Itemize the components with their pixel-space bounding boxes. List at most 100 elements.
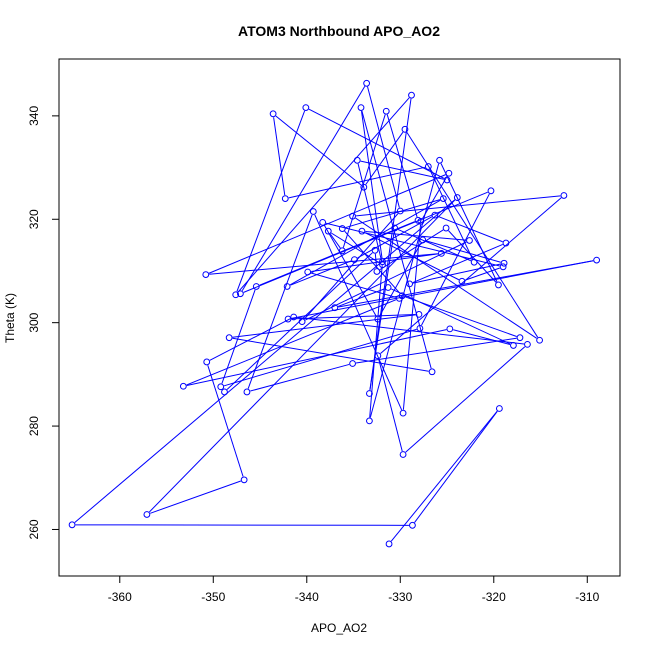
series-segment	[429, 169, 474, 260]
data-point	[304, 268, 312, 276]
series-segment	[223, 328, 417, 387]
series-segment	[323, 225, 377, 317]
data-point	[385, 540, 393, 548]
data-point	[593, 256, 601, 264]
data-point	[252, 283, 260, 290]
series-segment	[344, 230, 401, 294]
data-point	[417, 217, 425, 225]
data-point	[409, 521, 416, 529]
data-point	[431, 211, 439, 219]
series-segment	[405, 346, 526, 453]
data-point	[360, 183, 368, 191]
data-point	[349, 212, 356, 220]
y-axis: 260 280 300 320 340	[27, 106, 60, 539]
series-segment	[369, 163, 440, 418]
y-tick-label: 260	[27, 519, 41, 539]
series-segment	[186, 329, 447, 387]
series-segment	[275, 115, 362, 186]
data-point	[68, 521, 76, 529]
data-point	[298, 318, 306, 326]
data-point	[203, 358, 211, 366]
series-segment	[288, 166, 426, 199]
series-segment	[305, 241, 467, 321]
series-segment	[250, 363, 350, 392]
series-segment	[209, 253, 438, 275]
data-point	[269, 110, 277, 118]
data-point	[217, 383, 225, 391]
series-segment	[367, 86, 400, 208]
series-segment	[148, 199, 456, 513]
series-segment	[357, 163, 383, 262]
series-segment	[453, 329, 511, 346]
data-point	[353, 156, 361, 164]
data-point	[446, 325, 454, 333]
data-point	[283, 283, 291, 290]
data-point	[438, 249, 445, 257]
data-point	[524, 340, 531, 348]
data-point	[416, 324, 424, 332]
series-segment	[186, 299, 397, 386]
series-segment	[374, 253, 378, 269]
data-point	[366, 417, 373, 425]
series-segment	[325, 222, 500, 267]
series-segment	[75, 524, 409, 526]
series-segment	[380, 197, 562, 354]
data-point	[373, 268, 381, 275]
data-point	[419, 236, 427, 244]
data-point	[351, 256, 358, 263]
x-tick-label: -310	[575, 590, 599, 604]
data-point	[281, 195, 289, 202]
data-point	[401, 125, 409, 133]
data-point	[443, 176, 451, 184]
data-point	[399, 409, 407, 417]
data-point	[395, 294, 403, 302]
data-point	[495, 281, 502, 289]
data-point	[379, 261, 386, 269]
series-segment	[391, 288, 511, 345]
y-axis-label: Theta (K)	[3, 293, 17, 343]
data-point	[391, 224, 399, 232]
y-tick-label: 300	[27, 312, 41, 332]
series-segment	[412, 263, 501, 284]
x-axis: -360 -350 -340 -330 -320 -310	[108, 575, 600, 604]
data-point	[399, 451, 407, 458]
series-segment	[421, 193, 490, 326]
data-point	[366, 390, 373, 397]
series-segment	[291, 260, 594, 319]
series-segment	[365, 131, 404, 185]
data-point	[202, 271, 210, 278]
series-segment	[291, 314, 416, 320]
series-segment	[209, 318, 291, 361]
data-point	[470, 258, 478, 266]
data-point	[424, 163, 432, 170]
series-segment	[74, 199, 455, 523]
data-point	[442, 224, 450, 232]
data-point	[499, 263, 507, 271]
series-segment	[208, 174, 446, 274]
data-point	[309, 208, 317, 215]
series-segment	[360, 160, 444, 180]
data-point	[357, 104, 365, 111]
data-point	[143, 511, 151, 518]
data-point	[487, 187, 495, 195]
data-point	[319, 218, 327, 226]
series-segment	[207, 365, 244, 477]
data-point	[415, 310, 423, 318]
series-segment	[448, 230, 497, 283]
series-segment	[310, 272, 397, 298]
series-segment	[414, 411, 498, 523]
data-point	[379, 258, 386, 266]
series-segment	[356, 195, 561, 217]
series-segment	[412, 243, 503, 283]
series-segment	[437, 215, 503, 243]
chart-title: ATOM3 Northbound APO_AO2	[238, 23, 440, 39]
series-segment	[311, 253, 439, 273]
data-point	[240, 476, 248, 484]
series-segment	[345, 199, 441, 229]
series-segment	[290, 260, 352, 286]
data-point	[458, 277, 466, 285]
data-point	[495, 405, 503, 412]
series-segment	[237, 97, 410, 293]
series-segment	[386, 114, 418, 218]
